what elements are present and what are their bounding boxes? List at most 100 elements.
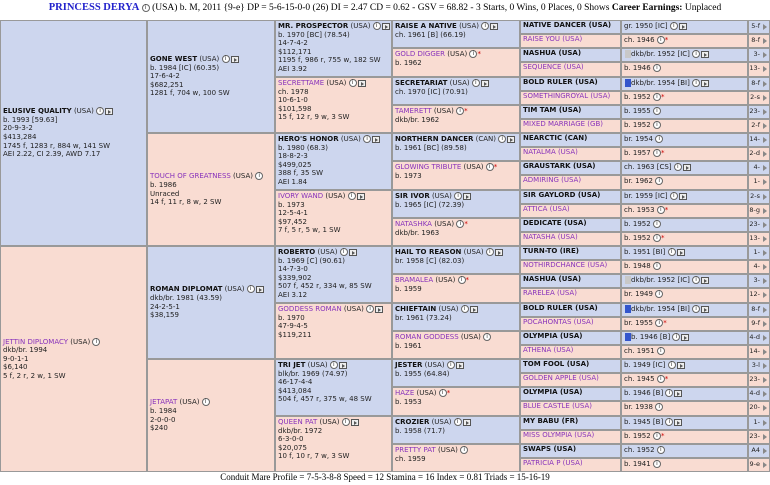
family-number[interactable]: A4 xyxy=(751,446,760,454)
video-icon[interactable] xyxy=(507,135,516,143)
family-number-button[interactable]: 8-g xyxy=(748,204,770,218)
ancestor-name-link[interactable]: DEDICATE (USA) xyxy=(523,219,587,227)
info-icon[interactable]: i xyxy=(454,192,463,200)
video-icon[interactable] xyxy=(701,50,710,58)
info-icon[interactable]: i xyxy=(221,55,230,64)
family-number-button[interactable]: 2-d xyxy=(748,147,770,161)
family-number-button[interactable]: 23-b xyxy=(748,218,770,239)
info-icon[interactable]: i xyxy=(348,79,357,87)
info-icon[interactable]: i xyxy=(673,163,682,171)
video-icon[interactable] xyxy=(462,418,471,426)
ancestor-name-link[interactable]: GODDESS ROMAN xyxy=(278,305,342,313)
video-icon[interactable] xyxy=(381,22,390,30)
family-number[interactable]: 9-e xyxy=(749,460,760,468)
ancestor-name-link[interactable]: BOLD RULER (USA) xyxy=(523,304,598,312)
ancestor-name-link[interactable]: MY BABU (FR) xyxy=(523,417,579,425)
family-number-button[interactable]: 12-c xyxy=(748,288,770,309)
info-icon[interactable]: i xyxy=(656,36,665,44)
info-icon[interactable]: i xyxy=(669,192,678,200)
info-icon[interactable]: i xyxy=(692,79,701,87)
ancestor-name-link[interactable]: SWAPS (USA) xyxy=(523,445,577,453)
ancestor-name-link[interactable]: ADMIRING (USA) xyxy=(523,176,582,184)
ancestor-name-link[interactable]: GRAUSTARK (USA) xyxy=(523,162,596,170)
family-number-button[interactable]: 2-s xyxy=(748,91,770,105)
info-icon[interactable]: i xyxy=(655,290,664,298)
info-icon[interactable]: i xyxy=(460,446,469,454)
family-number-button[interactable]: 3-m xyxy=(748,48,770,69)
family-number-button[interactable]: 9-e xyxy=(748,458,770,472)
family-number-button[interactable]: A4 xyxy=(748,444,770,458)
family-number-button[interactable]: 23-b xyxy=(748,430,770,451)
family-number-button[interactable]: 1-w xyxy=(748,416,770,437)
info-icon[interactable]: i xyxy=(652,121,661,129)
family-number[interactable]: 2-s xyxy=(750,93,760,101)
ancestor-name-link[interactable]: SECRETARIAT xyxy=(395,79,448,87)
info-icon[interactable]: i xyxy=(255,172,264,181)
info-icon[interactable]: i xyxy=(652,262,661,270)
family-number-button[interactable]: 2-s xyxy=(748,190,770,204)
video-icon[interactable] xyxy=(372,135,381,143)
family-number[interactable]: 8-f xyxy=(751,36,760,44)
ancestor-name-link[interactable]: NEARCTIC (CAN) xyxy=(523,134,588,142)
ancestor-name-link[interactable]: TOM FOOL (USA) xyxy=(523,360,590,368)
ancestor-name-link[interactable]: ATHENA (USA) xyxy=(523,346,574,354)
info-icon[interactable]: i xyxy=(366,305,375,313)
ancestor-name-link[interactable]: SOMETHINGROYAL (USA) xyxy=(523,92,611,100)
video-icon[interactable] xyxy=(480,79,489,87)
ancestor-name-link[interactable]: MISS OLYMPIA (USA) xyxy=(523,431,595,439)
ancestor-name-link[interactable]: JETAPAT xyxy=(150,398,178,407)
ancestor-name-link[interactable]: HAZE xyxy=(395,389,415,397)
info-icon[interactable]: i xyxy=(652,234,661,242)
family-number[interactable]: 8-f xyxy=(751,305,760,313)
ancestor-name-link[interactable]: NATALMA (USA) xyxy=(523,148,578,156)
family-number-button[interactable]: 8-f xyxy=(748,303,770,317)
info-icon[interactable]: i xyxy=(667,361,676,369)
family-number-button[interactable]: 9-f xyxy=(748,317,770,331)
video-icon[interactable] xyxy=(676,248,685,256)
ancestor-name-link[interactable]: JESTER xyxy=(395,361,423,369)
info-icon[interactable]: i xyxy=(498,135,507,143)
info-icon[interactable]: i xyxy=(483,333,492,341)
video-icon[interactable] xyxy=(701,276,710,284)
info-icon[interactable]: i xyxy=(92,337,101,346)
ancestor-name-link[interactable]: QUEEN PAT xyxy=(278,418,318,426)
info-icon[interactable]: i xyxy=(456,220,465,228)
info-icon[interactable]: i xyxy=(201,398,210,407)
family-number[interactable]: 2-f xyxy=(751,121,760,129)
family-number[interactable]: 4-d xyxy=(749,389,760,397)
family-number-button[interactable]: 14-c xyxy=(748,345,770,366)
ancestor-name-link[interactable]: IVORY WAND xyxy=(278,192,324,200)
ancestor-name-link[interactable]: TRI JET xyxy=(278,361,306,369)
info-icon[interactable]: i xyxy=(656,446,665,454)
family-number[interactable]: 5-f xyxy=(751,22,760,30)
family-number-button[interactable]: 4-d xyxy=(748,387,770,401)
ancestor-name-link[interactable]: HERO'S HONOR xyxy=(278,135,339,143)
info-icon[interactable]: i xyxy=(141,3,150,12)
video-icon[interactable] xyxy=(375,305,384,313)
ancestor-name-link[interactable]: JETTIN DIPLOMACY xyxy=(3,337,69,346)
ancestor-name-link[interactable]: MR. PROSPECTOR xyxy=(278,22,349,30)
family-number-button[interactable]: 13-c xyxy=(748,232,770,253)
ancestor-name-link[interactable]: HAIL TO REASON xyxy=(395,248,462,256)
family-number[interactable]: 8-f xyxy=(751,79,760,87)
info-icon[interactable]: i xyxy=(667,248,676,256)
family-number-button[interactable]: 5-f xyxy=(748,20,770,34)
ancestor-name-link[interactable]: OLYMPIA (USA) xyxy=(523,332,583,340)
ancestor-name-link[interactable]: NASHUA (USA) xyxy=(523,275,582,283)
info-icon[interactable]: i xyxy=(692,50,701,58)
info-icon[interactable]: i xyxy=(652,93,661,101)
family-number-button[interactable]: 4-d xyxy=(748,331,770,345)
info-icon[interactable]: i xyxy=(652,149,661,157)
ancestor-name-link[interactable]: BRAMALEA xyxy=(395,276,434,284)
ancestor-name-link[interactable]: NATASHA (USA) xyxy=(523,233,578,241)
family-number[interactable]: 2-s xyxy=(750,192,760,200)
ancestor-name-link[interactable]: CROZIER xyxy=(395,418,430,426)
family-number-button[interactable]: 3-m xyxy=(748,274,770,295)
family-number-button[interactable]: 1-w xyxy=(748,246,770,267)
family-number-button[interactable]: 14-c xyxy=(748,133,770,154)
horse-name-link[interactable]: PRINCESS DERYA xyxy=(48,2,140,13)
ancestor-name-link[interactable]: TOUCH OF GREATNESS xyxy=(150,172,231,181)
ancestor-name-link[interactable]: ROMAN GODDESS xyxy=(395,333,459,341)
info-icon[interactable]: i xyxy=(665,389,674,397)
info-icon[interactable]: i xyxy=(341,418,350,426)
